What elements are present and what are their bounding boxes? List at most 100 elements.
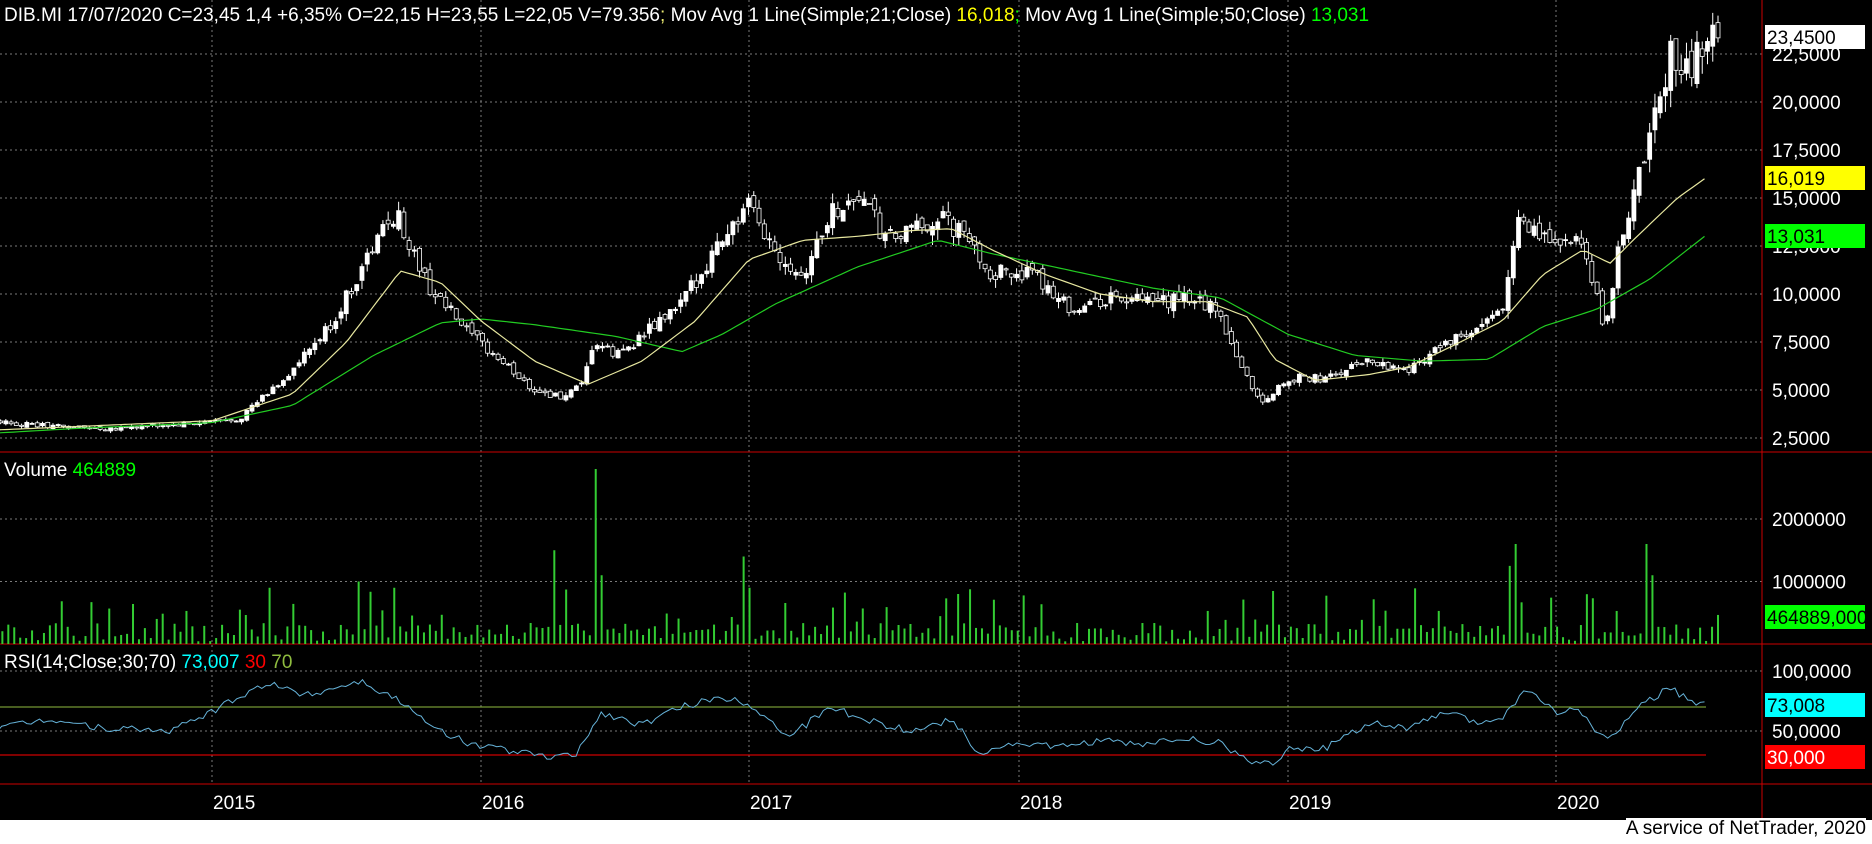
volume-bar	[957, 594, 960, 644]
volume-bar	[1129, 639, 1132, 644]
volume-bar	[1556, 626, 1559, 644]
rsi-line	[0, 678, 1705, 766]
volume-bar	[718, 639, 721, 644]
volume-bar	[488, 629, 491, 644]
price-candle	[840, 209, 846, 222]
volume-bar	[393, 587, 396, 644]
volume-bar	[1016, 630, 1019, 644]
volume-bar	[1420, 625, 1423, 644]
price-candle	[1187, 288, 1192, 306]
price-candle	[1029, 260, 1035, 275]
volume-bar	[464, 636, 467, 644]
price-candle	[1364, 358, 1370, 367]
volume-bar	[855, 621, 858, 644]
price-candle	[1150, 292, 1156, 308]
price-candle	[620, 344, 626, 351]
volume-bar	[1687, 628, 1690, 644]
price-candle	[1024, 259, 1030, 280]
price-candle	[1710, 12, 1716, 62]
price-candle	[1249, 375, 1255, 392]
volume-bar	[1188, 630, 1191, 644]
price-candle	[1531, 218, 1537, 238]
volume-bar	[1390, 637, 1393, 644]
price-candle	[558, 391, 564, 400]
volume-axis-label: 464889,000	[1767, 608, 1867, 629]
price-candle	[803, 268, 809, 285]
price-candle	[1443, 339, 1448, 347]
ma21-value: 16,018	[956, 5, 1015, 26]
volume-bar	[553, 550, 556, 644]
price-candle	[683, 290, 689, 307]
price-candle	[1218, 309, 1224, 322]
volume-bar	[1313, 624, 1316, 644]
price-candle	[1234, 339, 1239, 358]
volume-bar	[1705, 640, 1708, 644]
ma50-line	[0, 235, 1705, 434]
price-candle	[1536, 215, 1542, 241]
price-candle	[1050, 281, 1056, 300]
price-candle	[610, 343, 616, 359]
volume-bar	[363, 629, 366, 644]
price-candle	[605, 343, 611, 348]
price-candle	[678, 293, 684, 314]
volume-bar	[399, 626, 402, 644]
volume-bar	[529, 622, 532, 644]
volume-bar	[1669, 634, 1672, 644]
volume-bar	[843, 592, 846, 644]
rsi-label: RSI(14;Close;30;70)	[4, 652, 182, 673]
price-candle	[1642, 160, 1647, 164]
volume-bar	[1343, 639, 1346, 644]
price-candle	[1286, 381, 1292, 390]
price-candle	[1705, 37, 1710, 65]
volume-bar	[1099, 628, 1102, 644]
volume-bar	[1206, 610, 1209, 644]
price-candle	[693, 273, 699, 294]
volume-bar	[66, 626, 69, 644]
volume-bar	[1165, 641, 1168, 644]
price-candle	[1490, 310, 1495, 322]
price-candle	[1328, 369, 1334, 379]
volume-bar	[1093, 628, 1096, 644]
price-candle	[1652, 93, 1658, 144]
volume-bar	[1597, 638, 1600, 644]
price-candle	[1699, 41, 1705, 74]
volume-bar	[831, 607, 834, 644]
volume-bar	[42, 632, 45, 644]
volume-bar	[232, 635, 235, 644]
volume-bar	[1609, 632, 1612, 644]
price-tick-label: 22,5000	[1772, 45, 1841, 66]
volume-bar	[659, 638, 662, 644]
price-candle	[1605, 314, 1611, 325]
price-candle	[317, 337, 323, 345]
volume-bar	[143, 628, 146, 644]
price-candle	[835, 201, 841, 220]
volume-bar	[19, 637, 22, 644]
x-tick-label: 2015	[213, 793, 255, 814]
volume-bar	[1052, 631, 1055, 644]
price-candle	[1312, 373, 1318, 385]
price-candle	[845, 193, 851, 210]
volume-bar	[1337, 631, 1340, 644]
volume-bar	[861, 608, 864, 644]
volume-bar	[1627, 635, 1630, 644]
price-candle	[134, 426, 140, 431]
price-candle	[469, 318, 475, 337]
footer-bar	[0, 820, 1872, 844]
volume-bar	[826, 625, 829, 644]
price-candle	[1087, 298, 1093, 306]
volume-bar	[885, 607, 888, 644]
candlestick-series	[0, 12, 1721, 434]
price-candle	[1071, 310, 1077, 315]
price-candle	[1573, 233, 1579, 245]
volume-bar	[1272, 590, 1275, 644]
volume-bar	[155, 618, 158, 644]
x-tick-label: 2017	[750, 793, 792, 814]
volume-bar	[440, 614, 443, 644]
volume-bar	[523, 632, 526, 644]
volume-bar	[161, 613, 164, 644]
volume-bar	[1248, 636, 1251, 644]
volume-bar	[132, 603, 135, 644]
price-candle	[945, 201, 951, 226]
volume-bar	[250, 629, 253, 644]
